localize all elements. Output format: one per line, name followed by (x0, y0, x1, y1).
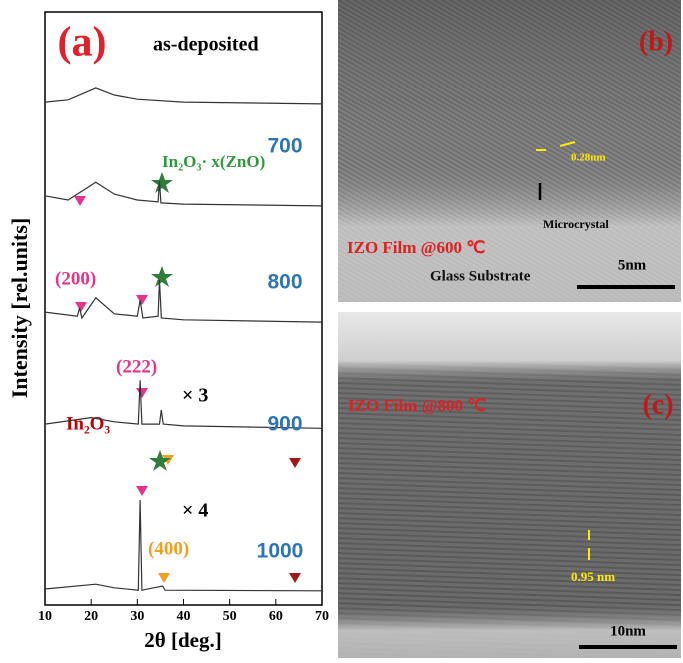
marker (289, 458, 301, 468)
annotation: (222) (116, 356, 157, 377)
annotation: (400) (148, 538, 189, 559)
series-label: 700 (267, 135, 302, 158)
series-label: 800 (267, 271, 302, 294)
series-label: as-deposited (153, 34, 259, 56)
scale-bar (579, 645, 677, 649)
substrate-label: Glass Substrate (430, 268, 531, 284)
x-tick-label: 20 (84, 609, 98, 624)
panel-label: (c) (642, 389, 673, 420)
series-label: 1000 (257, 540, 304, 563)
x-tick-label: 50 (223, 609, 237, 624)
scale-label: 10nm (610, 623, 646, 639)
x-tick-label: 10 (38, 609, 52, 624)
annotation: In₂O₃ (66, 413, 110, 434)
panel-label: (b) (639, 26, 673, 57)
x-tick-label: 40 (177, 609, 191, 624)
film-label: IZO Film @800 ℃ (348, 396, 486, 415)
annotation: In₂O₃· x(ZnO) (162, 152, 265, 171)
tem-panel-b: (b) 0.28nm Microcrystal IZO Film @600 ℃ … (338, 0, 681, 302)
x-tick-label: 30 (130, 609, 144, 624)
tem-panel-c: (c) IZO Film @800 ℃ 0.95 nm 10nm (338, 312, 681, 658)
scale-bar (577, 285, 675, 289)
spacing-label: 0.28nm (571, 152, 606, 164)
x-axis-label: 2θ [deg.] (144, 628, 221, 652)
x-tick-label: 60 (269, 609, 283, 624)
tem-image-shade (338, 312, 681, 658)
xrd-trace (45, 181, 322, 206)
marker (74, 196, 86, 206)
marker (136, 388, 148, 398)
marker (75, 302, 87, 312)
x-tick-label: 70 (315, 609, 329, 624)
panel-label: (a) (58, 20, 107, 66)
film-label: IZO Film @600 ℃ (347, 238, 485, 257)
spacing-label: 0.95 nm (571, 569, 615, 584)
marker (158, 573, 170, 583)
marker (151, 172, 173, 193)
xrd-trace (45, 88, 322, 104)
y-axis-label: Intensity [rel.units] (7, 218, 32, 399)
marker (289, 573, 301, 583)
series-label: 900 (267, 413, 302, 436)
annotation: × 4 (182, 500, 208, 522)
annotation: (200) (55, 268, 96, 289)
annotation: × 3 (182, 385, 208, 407)
xrd-chart: Intensity [rel.units] 2θ [deg.] (a) In₂O… (7, 12, 329, 652)
feature-label: Microcrystal (543, 217, 609, 231)
figure: Intensity [rel.units] 2θ [deg.] (a) In₂O… (0, 0, 683, 658)
marker (136, 486, 148, 496)
marker (151, 266, 173, 287)
marker (136, 295, 148, 305)
scale-label: 5nm (618, 257, 647, 273)
